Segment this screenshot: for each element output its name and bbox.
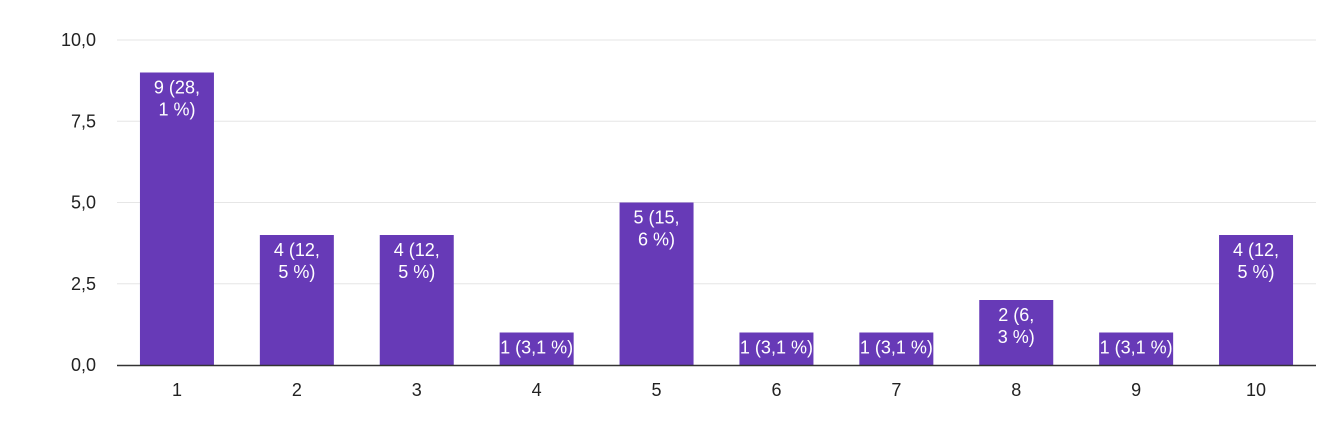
bar-data-label: 9 (28, [154,78,200,98]
bar-data-label: 1 (3,1 %) [500,338,573,358]
y-tick-label: 2,5 [71,274,96,294]
x-tick-label: 10 [1246,380,1266,400]
bar-data-label: 1 (3,1 %) [860,338,933,358]
bar-data-label: 4 (12, [394,240,440,260]
bar-data-label: 1 (3,1 %) [740,338,813,358]
y-tick-label: 5,0 [71,193,96,213]
bar [139,72,214,365]
bars: 9 (28,1 %)4 (12,5 %)4 (12,5 %)1 (3,1 %)5… [139,72,1294,365]
x-tick-label: 2 [292,380,302,400]
bar-data-label: 1 %) [158,100,195,120]
x-tick-label: 1 [172,380,182,400]
x-tick-label: 4 [532,380,542,400]
x-tick-label: 6 [771,380,781,400]
bar-data-label: 6 %) [638,230,675,250]
bar-data-label: 3 %) [998,327,1035,347]
y-tick-label: 7,5 [71,111,96,131]
bar-data-label: 4 (12, [274,240,320,260]
y-axis-ticks: 0,0 2,5 5,0 7,5 10,0 [61,30,96,375]
bar [259,235,334,365]
bar [379,235,454,365]
x-axis-ticks: 1 2 3 4 5 6 7 8 9 10 [172,380,1266,400]
bar [1219,235,1294,365]
bar [499,332,574,365]
bar-data-label: 5 %) [1238,262,1275,282]
bar-data-label: 5 (15, [634,208,680,228]
bar [979,300,1054,365]
bar-data-label: 2 (6, [998,305,1034,325]
x-tick-label: 8 [1011,380,1021,400]
bar-data-label: 5 %) [398,262,435,282]
bar [739,332,814,365]
bar [859,332,934,365]
y-tick-label: 0,0 [71,355,96,375]
x-tick-label: 7 [891,380,901,400]
bar [1099,332,1174,365]
bar-data-label: 4 (12, [1233,240,1279,260]
bar-data-label: 5 %) [278,262,315,282]
bar [619,202,694,365]
grid-lines [117,39,1316,285]
y-tick-label: 10,0 [61,30,96,50]
x-tick-label: 5 [652,380,662,400]
x-tick-label: 9 [1131,380,1141,400]
x-tick-label: 3 [412,380,422,400]
bar-data-label: 1 (3,1 %) [1100,338,1173,358]
